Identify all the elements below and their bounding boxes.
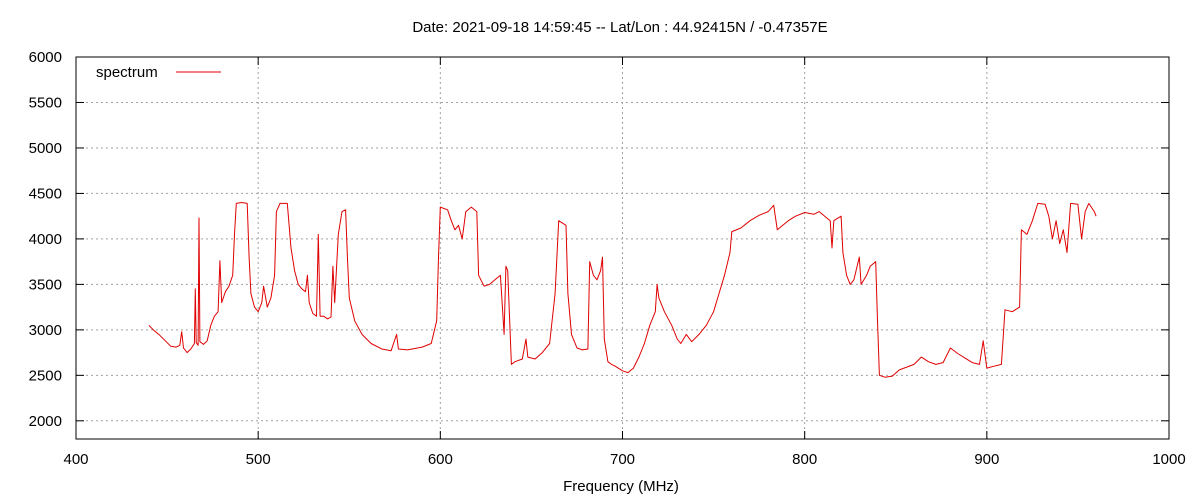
y-tick-label: 5500 [29,94,62,111]
y-tick-label: 5000 [29,140,62,157]
series-layer [148,202,1097,378]
x-tick-label: 500 [246,451,271,468]
x-tick-label: 700 [610,451,635,468]
y-tick-label: 2000 [29,413,62,430]
x-tick-label: 800 [792,451,817,468]
y-tick-label: 3500 [29,276,62,293]
x-tick-label: 400 [63,451,88,468]
legend: spectrum [96,64,221,81]
y-tick-label: 3000 [29,322,62,339]
y-tick-label: 4500 [29,185,62,202]
legend-label: spectrum [96,64,158,81]
y-tick-label: 6000 [29,49,62,66]
series-line-spectrum [148,202,1097,378]
y-tick-label: 2500 [29,367,62,384]
x-tick-label: 600 [428,451,453,468]
axis-ticks: 400 500 600 700 800 900 1000 2000 2500 3000 3500 40… [29,49,1186,468]
y-tick-label: 4000 [29,231,62,248]
grid-lines [76,57,1169,439]
plot-frame [75,56,1170,440]
x-tick-label: 900 [974,451,999,468]
chart-title: Date: 2021-09-18 14:59:45 -- Lat/Lon : 4… [412,19,827,36]
x-tick-label: 1000 [1152,451,1185,468]
x-axis-label: Frequency (MHz) [563,478,679,495]
